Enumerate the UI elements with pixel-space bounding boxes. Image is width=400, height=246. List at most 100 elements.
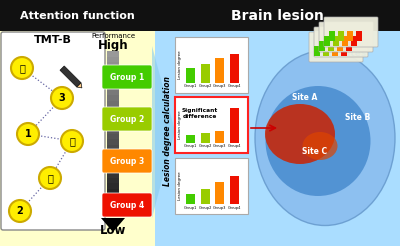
Bar [107,101,119,106]
Bar [107,161,119,167]
Text: 3: 3 [59,93,65,103]
Text: あ: あ [47,173,53,183]
Text: Attention function: Attention function [20,11,134,21]
Text: Group 2: Group 2 [110,114,144,123]
Bar [107,90,119,95]
Bar [107,95,119,101]
Bar [107,139,119,144]
Text: Group2: Group2 [198,205,212,210]
Bar [107,167,119,172]
Bar [107,155,119,161]
Bar [107,188,119,194]
Text: Site B: Site B [345,113,371,123]
Bar [200,189,210,204]
Text: Lesion degree: Lesion degree [178,111,182,139]
Text: Low: Low [100,224,126,236]
FancyBboxPatch shape [102,149,152,173]
Bar [155,0,400,246]
Text: Group 4: Group 4 [110,200,144,210]
Bar [328,41,334,51]
Text: Significant
difference: Significant difference [182,108,218,119]
Bar [0,0,155,31]
Bar [346,41,352,51]
Text: Group 3: Group 3 [110,156,144,166]
Bar [215,182,224,204]
Text: Group1: Group1 [184,205,197,210]
FancyBboxPatch shape [319,22,373,52]
Bar [347,31,353,41]
Bar [319,41,325,51]
Bar [230,108,238,143]
Bar [200,64,210,83]
Polygon shape [152,46,175,218]
Ellipse shape [266,86,370,196]
Text: Group3: Group3 [213,84,226,89]
Text: Group2: Group2 [198,84,212,89]
Bar [107,205,119,211]
Bar [186,135,195,143]
Bar [107,123,119,128]
Bar [0,0,155,246]
Bar [329,31,335,41]
Bar [107,172,119,178]
Text: Site A: Site A [292,93,318,103]
Text: Group3: Group3 [213,144,226,149]
Text: 1: 1 [25,129,31,139]
Bar [337,41,343,51]
Bar [186,68,195,83]
Bar [351,36,357,46]
Bar [107,111,119,117]
Bar [107,84,119,90]
Bar [107,183,119,188]
Text: Group3: Group3 [213,205,226,210]
Bar [323,46,329,56]
Bar [230,176,238,204]
Bar [155,0,400,31]
Text: Group 1: Group 1 [110,73,144,81]
Text: Lesion degree calculation: Lesion degree calculation [162,76,172,186]
Bar [107,57,119,62]
Bar [230,54,238,83]
FancyBboxPatch shape [324,17,378,47]
Text: 116 sites: 116 sites [320,49,366,59]
Text: Lesion degree: Lesion degree [178,172,182,200]
Circle shape [39,167,61,189]
Bar [107,144,119,150]
Text: Group4: Group4 [227,205,241,210]
Bar [356,31,362,41]
Circle shape [9,200,31,222]
Circle shape [51,87,73,109]
Bar [215,131,224,143]
Bar [324,36,330,46]
Text: Group1: Group1 [184,84,197,89]
Text: Group4: Group4 [227,84,241,89]
Bar [175,158,248,214]
Text: 2: 2 [17,206,23,216]
Text: Site C: Site C [302,147,328,155]
Text: TMT-B: TMT-B [34,35,72,45]
Bar [175,97,248,153]
Text: Lesion degree: Lesion degree [178,51,182,79]
Bar [175,37,248,93]
FancyBboxPatch shape [102,107,152,131]
Bar [107,134,119,139]
Bar [107,73,119,78]
Bar [314,46,320,56]
Circle shape [61,130,83,152]
Bar [107,62,119,67]
Bar [338,31,344,41]
Bar [186,194,195,204]
Bar [107,67,119,73]
Bar [200,133,210,143]
Bar [332,46,338,56]
Bar [107,150,119,155]
FancyBboxPatch shape [1,32,105,230]
Bar [341,46,347,56]
Bar [107,78,119,84]
FancyBboxPatch shape [102,193,152,217]
Ellipse shape [265,104,335,164]
Circle shape [11,57,33,79]
Text: い: い [19,63,25,73]
Bar [107,211,119,216]
Polygon shape [60,66,81,87]
